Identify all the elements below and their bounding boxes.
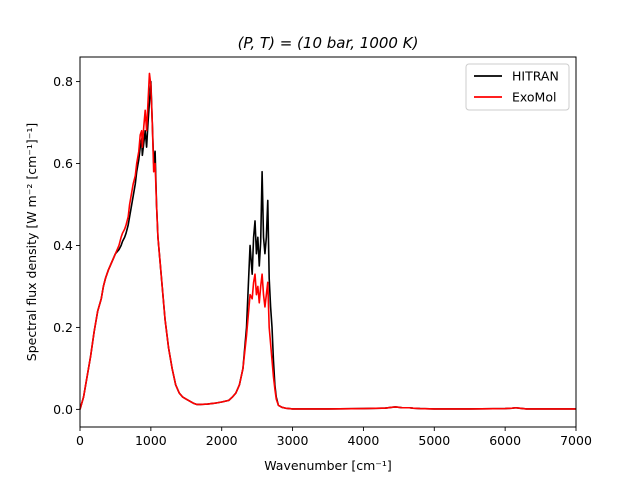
x-tick-label: 5000 (418, 433, 450, 448)
series-line-exomol (79, 72, 576, 410)
legend-label-exomol: ExoMol (512, 90, 556, 105)
y-tick-label: 0.8 (53, 74, 73, 89)
chart-title: (P, T) = (10 bar, 1000 K) (238, 34, 419, 52)
plot-frame (79, 56, 577, 428)
x-tick-label: 3000 (277, 433, 309, 448)
y-axis-label: Spectral flux density [W m⁻² [cm⁻¹]⁻¹] (24, 123, 39, 361)
x-tick-label: 6000 (489, 433, 521, 448)
x-tick-label: 7000 (560, 433, 592, 448)
y-tick-label: 0.6 (53, 156, 73, 171)
y-tick-label: 0.4 (53, 238, 73, 253)
y-tick-label: 0.0 (53, 402, 73, 417)
legend-label-hitran: HITRAN (512, 69, 559, 84)
x-axis-label: Wavenumber [cm⁻¹] (264, 458, 391, 473)
x-tick-label: 1000 (135, 433, 167, 448)
axis-ticks: 0 1000 2000 3000 4000 5000 6000 7000 0.0 0.2 0.4 0.… (53, 74, 592, 448)
x-tick-label: 0 (76, 433, 84, 448)
plot-series (79, 72, 576, 410)
x-tick-label: 4000 (348, 433, 380, 448)
legend: HITRAN ExoMol (465, 63, 570, 111)
x-tick-label: 2000 (206, 433, 238, 448)
y-tick-label: 0.2 (53, 320, 73, 335)
